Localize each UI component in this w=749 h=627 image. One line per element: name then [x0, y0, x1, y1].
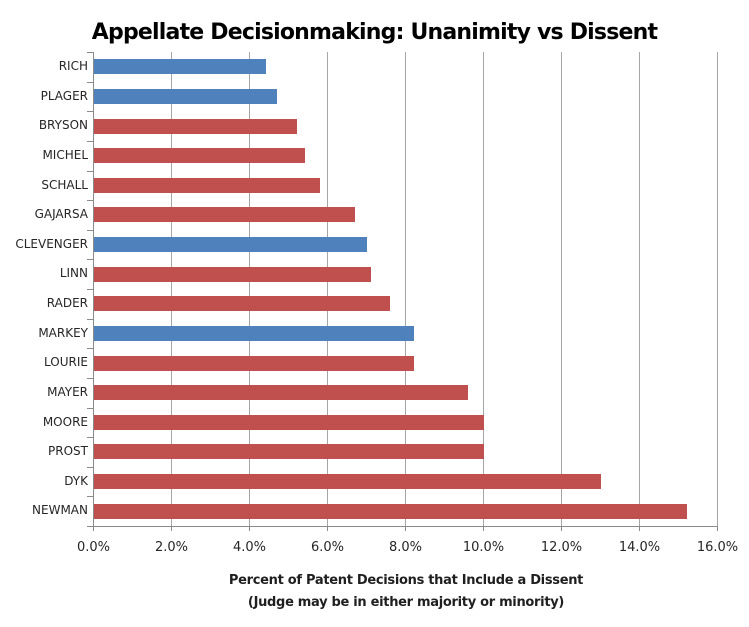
- y-axis-tick: [87, 526, 93, 527]
- x-axis-title: Percent of Patent Decisions that Include…: [94, 570, 718, 614]
- y-axis-tick: [87, 200, 93, 202]
- bar-rich: [94, 59, 266, 75]
- y-axis-tick: [87, 348, 93, 350]
- y-label-linn: LINN: [59, 266, 88, 281]
- gridline-8pct: [405, 52, 406, 526]
- y-label-markey: MARKEY: [38, 325, 88, 340]
- x-axis-tick-4pct: [249, 526, 250, 531]
- bar-dyk: [94, 474, 601, 490]
- y-axis-tick: [87, 318, 93, 320]
- y-label-plager: PLAGER: [40, 88, 88, 103]
- x-axis-title-line2: (Judge may be in either majority or mino…: [247, 595, 565, 610]
- gridline-16pct: [717, 52, 718, 526]
- x-axis-tick-8pct: [405, 526, 406, 531]
- y-label-prost: PROST: [48, 444, 88, 459]
- gridline-4pct: [249, 52, 250, 526]
- x-tick-label-6pct: 6.0%: [310, 540, 345, 555]
- x-axis-tick-6pct: [327, 526, 328, 531]
- y-label-gajarsa: GAJARSA: [34, 207, 88, 222]
- bar-clevenger: [94, 237, 367, 253]
- bar-linn: [94, 266, 371, 282]
- bar-bryson: [94, 118, 297, 134]
- x-tick-label-4pct: 4.0%: [232, 540, 267, 555]
- y-axis-tick: [87, 170, 93, 172]
- bar-markey: [94, 325, 414, 341]
- y-label-schall: SCHALL: [41, 177, 88, 192]
- bar-rader: [94, 296, 391, 312]
- x-tick-label-12pct: 12.0%: [540, 540, 583, 555]
- x-tick-label-0pct: 0.0%: [76, 540, 111, 555]
- bar-prost: [94, 444, 484, 460]
- gridline-14pct: [639, 52, 640, 526]
- y-label-moore: MOORE: [42, 414, 88, 429]
- bar-newman: [94, 503, 687, 519]
- x-axis-tick-0pct: [93, 526, 94, 531]
- x-axis-title-line1: Percent of Patent Decisions that Include…: [228, 573, 584, 588]
- y-label-mayer: MAYER: [47, 384, 88, 399]
- y-axis-tick: [87, 229, 93, 231]
- x-tick-label-14pct: 14.0%: [618, 540, 661, 555]
- y-label-dyk: DYK: [64, 473, 88, 488]
- gridline-2pct: [171, 52, 172, 526]
- x-tick-label-2pct: 2.0%: [154, 540, 189, 555]
- gridline-12pct: [561, 52, 562, 526]
- x-tick-label-10pct: 10.0%: [462, 540, 505, 555]
- x-axis-tick-14pct: [639, 526, 640, 531]
- y-label-bryson: BRYSON: [38, 118, 88, 133]
- x-tick-label-8pct: 8.0%: [388, 540, 423, 555]
- y-label-lourie: LOURIE: [44, 355, 88, 370]
- bar-moore: [94, 414, 484, 430]
- y-axis-tick: [87, 111, 93, 113]
- x-tick-label-16pct: 16.0%: [696, 540, 739, 555]
- y-axis-line: [93, 52, 94, 526]
- x-axis-tick-2pct: [171, 526, 172, 531]
- y-axis-tick: [87, 377, 93, 379]
- y-label-michel: MICHEL: [42, 147, 88, 162]
- x-axis-tick-16pct: [717, 526, 718, 531]
- bar-michel: [94, 148, 305, 164]
- y-axis-tick: [87, 466, 93, 468]
- x-axis-tick-10pct: [483, 526, 484, 531]
- y-axis-tick: [87, 81, 93, 83]
- y-label-newman: NEWMAN: [32, 503, 88, 518]
- y-label-rich: RICH: [58, 59, 88, 73]
- gridline-6pct: [327, 52, 328, 526]
- y-axis-tick: [87, 140, 93, 142]
- x-axis-line: [87, 526, 718, 527]
- bar-gajarsa: [94, 207, 356, 223]
- y-axis-tick: [87, 496, 93, 498]
- y-axis-tick: [87, 437, 93, 439]
- y-axis-tick: [87, 407, 93, 409]
- bar-plager: [94, 88, 278, 104]
- y-axis-tick: [87, 289, 93, 290]
- y-axis-tick: [87, 52, 93, 53]
- y-label-clevenger: CLEVENGER: [15, 236, 88, 251]
- y-label-rader: RADER: [46, 296, 88, 310]
- bar-mayer: [94, 385, 469, 401]
- chart-title: Appellate Decisionmaking: Unanimity vs D…: [91, 20, 658, 45]
- y-axis-tick: [87, 259, 93, 261]
- bar-lourie: [94, 355, 414, 371]
- bar-schall: [94, 177, 321, 193]
- x-axis-tick-12pct: [561, 526, 562, 531]
- gridline-10pct: [483, 52, 484, 526]
